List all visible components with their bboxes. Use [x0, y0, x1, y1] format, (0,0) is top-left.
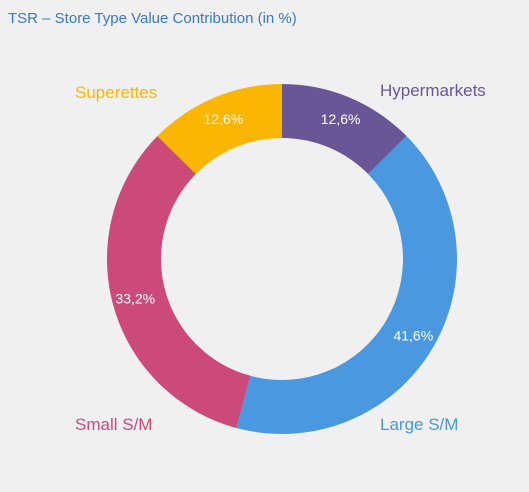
- chart-title: TSR – Store Type Value Contribution (in …: [8, 10, 297, 27]
- slice-superettes: [157, 84, 282, 174]
- slice-small-s-m: [106, 136, 251, 428]
- slice-value-label: 41,6%: [393, 328, 433, 344]
- category-label: Large S/M: [380, 415, 458, 434]
- slice-value-label: 33,2%: [115, 291, 155, 307]
- category-label: Superettes: [75, 83, 157, 102]
- category-label: Hypermarkets: [380, 81, 486, 100]
- category-label: Small S/M: [75, 415, 152, 434]
- slice-hypermarkets: [282, 84, 407, 174]
- labels-layer: 12,6% Hypermarkets 41,6% Large S/M 33,2% Smal…: [75, 81, 486, 434]
- slices-layer: [106, 84, 457, 434]
- slice-value-label: 12,6%: [321, 111, 361, 127]
- slice-large-s-m: [236, 136, 457, 434]
- slice-value-label: 12,6%: [204, 111, 244, 127]
